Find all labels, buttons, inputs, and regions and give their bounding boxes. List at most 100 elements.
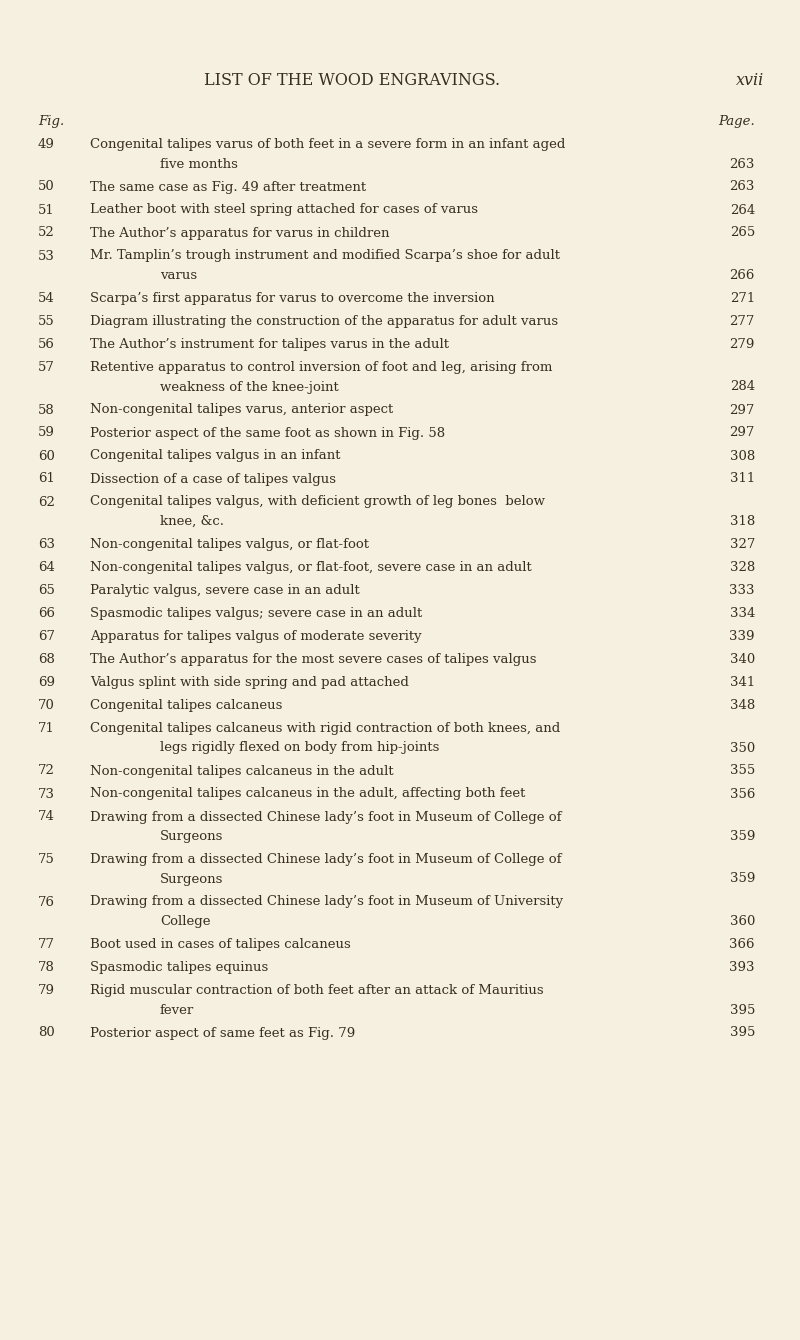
Text: 49: 49 (38, 138, 55, 151)
Text: The Author’s apparatus for the most severe cases of talipes valgus: The Author’s apparatus for the most seve… (90, 653, 537, 666)
Text: Congenital talipes valgus, with deficient growth of leg bones  below: Congenital talipes valgus, with deficien… (90, 496, 545, 508)
Text: 359: 359 (730, 872, 755, 886)
Text: 341: 341 (730, 675, 755, 689)
Text: LIST OF THE WOOD ENGRAVINGS.: LIST OF THE WOOD ENGRAVINGS. (204, 72, 500, 88)
Text: 66: 66 (38, 607, 55, 620)
Text: 311: 311 (730, 473, 755, 485)
Text: 264: 264 (730, 204, 755, 217)
Text: 297: 297 (730, 426, 755, 440)
Text: 318: 318 (730, 515, 755, 528)
Text: xvii: xvii (736, 72, 764, 88)
Text: 356: 356 (730, 788, 755, 800)
Text: 395: 395 (730, 1026, 755, 1040)
Text: 72: 72 (38, 765, 55, 777)
Text: Surgeons: Surgeons (160, 872, 223, 886)
Text: Leather boot with steel spring attached for cases of varus: Leather boot with steel spring attached … (90, 204, 478, 217)
Text: Congenital talipes valgus in an infant: Congenital talipes valgus in an infant (90, 449, 341, 462)
Text: varus: varus (160, 269, 197, 281)
Text: 60: 60 (38, 449, 55, 462)
Text: Congenital talipes calcaneus: Congenital talipes calcaneus (90, 699, 282, 712)
Text: Non-congenital talipes valgus, or flat-foot, severe case in an adult: Non-congenital talipes valgus, or flat-f… (90, 561, 532, 574)
Text: 73: 73 (38, 788, 55, 800)
Text: Rigid muscular contraction of both feet after an attack of Mauritius: Rigid muscular contraction of both feet … (90, 984, 544, 997)
Text: Valgus splint with side spring and pad attached: Valgus splint with side spring and pad a… (90, 675, 409, 689)
Text: 277: 277 (730, 315, 755, 328)
Text: 366: 366 (730, 938, 755, 951)
Text: 61: 61 (38, 473, 55, 485)
Text: 53: 53 (38, 249, 55, 263)
Text: 50: 50 (38, 181, 54, 193)
Text: Surgeons: Surgeons (160, 829, 223, 843)
Text: College: College (160, 915, 210, 929)
Text: 64: 64 (38, 561, 55, 574)
Text: Congenital talipes varus of both feet in a severe form in an infant aged: Congenital talipes varus of both feet in… (90, 138, 566, 151)
Text: 69: 69 (38, 675, 55, 689)
Text: The same case as Fig. 49 after treatment: The same case as Fig. 49 after treatment (90, 181, 366, 193)
Text: Posterior aspect of same feet as Fig. 79: Posterior aspect of same feet as Fig. 79 (90, 1026, 355, 1040)
Text: 393: 393 (730, 961, 755, 974)
Text: 67: 67 (38, 630, 55, 643)
Text: 80: 80 (38, 1026, 54, 1040)
Text: knee, &c.: knee, &c. (160, 515, 224, 528)
Text: Scarpa’s first apparatus for varus to overcome the inversion: Scarpa’s first apparatus for varus to ov… (90, 292, 494, 306)
Text: Congenital talipes calcaneus with rigid contraction of both knees, and: Congenital talipes calcaneus with rigid … (90, 722, 560, 736)
Text: The Author’s apparatus for varus in children: The Author’s apparatus for varus in chil… (90, 226, 390, 240)
Text: Apparatus for talipes valgus of moderate severity: Apparatus for talipes valgus of moderate… (90, 630, 422, 643)
Text: 71: 71 (38, 722, 55, 736)
Text: 75: 75 (38, 854, 55, 866)
Text: five months: five months (160, 158, 238, 170)
Text: 355: 355 (730, 765, 755, 777)
Text: Mr. Tamplin’s trough instrument and modified Scarpa’s shoe for adult: Mr. Tamplin’s trough instrument and modi… (90, 249, 560, 263)
Text: 77: 77 (38, 938, 55, 951)
Text: weakness of the knee-joint: weakness of the knee-joint (160, 381, 338, 394)
Text: Drawing from a dissected Chinese lady’s foot in Museum of College of: Drawing from a dissected Chinese lady’s … (90, 854, 562, 866)
Text: fever: fever (160, 1004, 194, 1017)
Text: 65: 65 (38, 584, 55, 598)
Text: 297: 297 (730, 403, 755, 417)
Text: 70: 70 (38, 699, 55, 712)
Text: 279: 279 (730, 338, 755, 351)
Text: 265: 265 (730, 226, 755, 240)
Text: 340: 340 (730, 653, 755, 666)
Text: 76: 76 (38, 895, 55, 909)
Text: Non-congenital talipes varus, anterior aspect: Non-congenital talipes varus, anterior a… (90, 403, 394, 417)
Text: 339: 339 (730, 630, 755, 643)
Text: 350: 350 (730, 741, 755, 754)
Text: 334: 334 (730, 607, 755, 620)
Text: 51: 51 (38, 204, 54, 217)
Text: Boot used in cases of talipes calcaneus: Boot used in cases of talipes calcaneus (90, 938, 350, 951)
Text: 271: 271 (730, 292, 755, 306)
Text: Paralytic valgus, severe case in an adult: Paralytic valgus, severe case in an adul… (90, 584, 360, 598)
Text: 263: 263 (730, 158, 755, 170)
Text: 59: 59 (38, 426, 55, 440)
Text: Page.: Page. (718, 115, 755, 129)
Text: 57: 57 (38, 360, 55, 374)
Text: 333: 333 (730, 584, 755, 598)
Text: legs rigidly flexed on body from hip-joints: legs rigidly flexed on body from hip-joi… (160, 741, 439, 754)
Text: Retentive apparatus to control inversion of foot and leg, arising from: Retentive apparatus to control inversion… (90, 360, 552, 374)
Text: 58: 58 (38, 403, 54, 417)
Text: Fig.: Fig. (38, 115, 64, 129)
Text: 54: 54 (38, 292, 54, 306)
Text: 56: 56 (38, 338, 55, 351)
Text: 284: 284 (730, 381, 755, 394)
Text: Dissection of a case of talipes valgus: Dissection of a case of talipes valgus (90, 473, 336, 485)
Text: 395: 395 (730, 1004, 755, 1017)
Text: The Author’s instrument for talipes varus in the adult: The Author’s instrument for talipes varu… (90, 338, 449, 351)
Text: 328: 328 (730, 561, 755, 574)
Text: 79: 79 (38, 984, 55, 997)
Text: 52: 52 (38, 226, 54, 240)
Text: 348: 348 (730, 699, 755, 712)
Text: Spasmodic talipes equinus: Spasmodic talipes equinus (90, 961, 268, 974)
Text: 308: 308 (730, 449, 755, 462)
Text: Posterior aspect of the same foot as shown in Fig. 58: Posterior aspect of the same foot as sho… (90, 426, 445, 440)
Text: 74: 74 (38, 811, 55, 824)
Text: 327: 327 (730, 537, 755, 551)
Text: Spasmodic talipes valgus; severe case in an adult: Spasmodic talipes valgus; severe case in… (90, 607, 422, 620)
Text: 359: 359 (730, 829, 755, 843)
Text: Non-congenital talipes calcaneus in the adult: Non-congenital talipes calcaneus in the … (90, 765, 394, 777)
Text: 68: 68 (38, 653, 55, 666)
Text: Non-congenital talipes valgus, or flat-foot: Non-congenital talipes valgus, or flat-f… (90, 537, 369, 551)
Text: Drawing from a dissected Chinese lady’s foot in Museum of College of: Drawing from a dissected Chinese lady’s … (90, 811, 562, 824)
Text: Diagram illustrating the construction of the apparatus for adult varus: Diagram illustrating the construction of… (90, 315, 558, 328)
